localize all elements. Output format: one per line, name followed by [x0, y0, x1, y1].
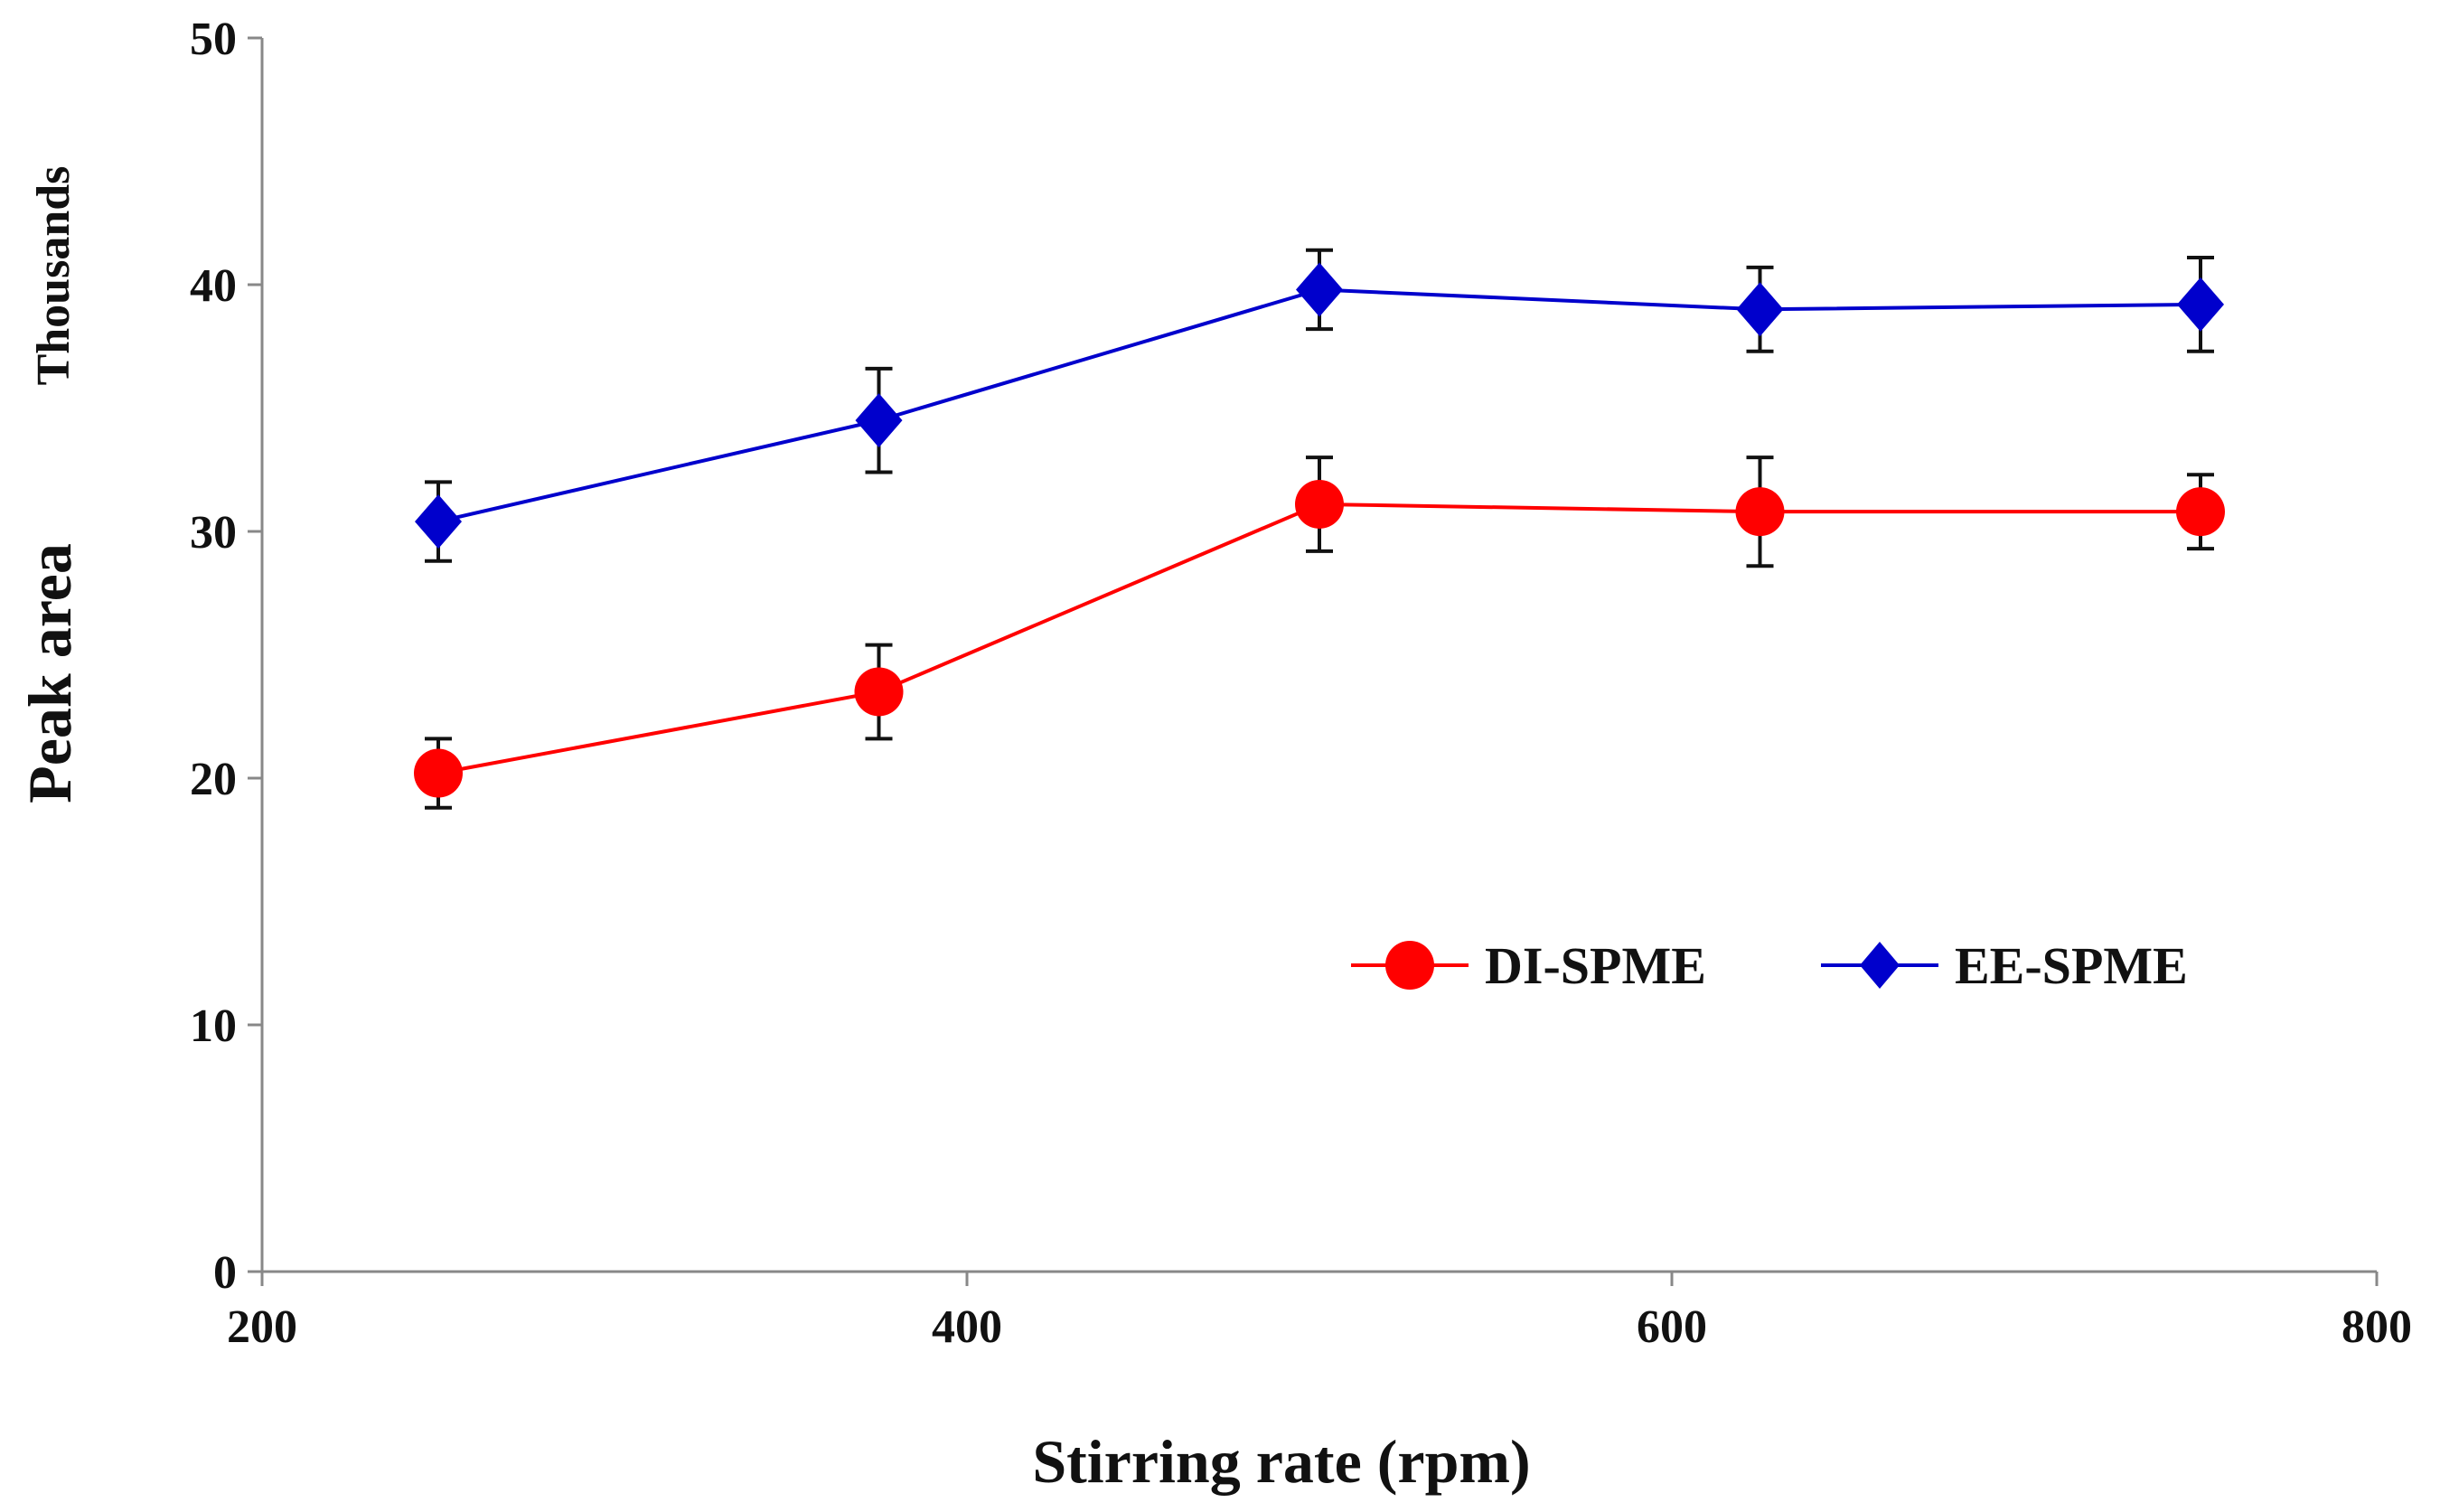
data-point: [2176, 487, 2225, 537]
data-point: [1296, 262, 1343, 317]
x-tick-label: 800: [2341, 1301, 2412, 1353]
legend-item-di-spme: DI-SPME: [1351, 936, 1706, 995]
series-ee-spme: [415, 248, 2224, 563]
x-axis-ticks: 200 400 600 800: [227, 1272, 2412, 1353]
legend-marker: [1860, 942, 1900, 989]
y-tick-label: 10: [190, 1000, 237, 1052]
y-axis-title: Peak area: [15, 543, 84, 803]
y-tick-label: 0: [213, 1247, 237, 1299]
data-point: [1735, 487, 1785, 537]
legend-item-ee-spme: EE-SPME: [1821, 936, 2188, 995]
x-tick-label: 600: [1637, 1301, 1707, 1353]
series-layer: [414, 248, 2225, 810]
legend-marker: [1385, 941, 1434, 990]
y-tick-label: 30: [190, 507, 237, 559]
x-tick-label: 200: [227, 1301, 297, 1353]
data-point: [1736, 282, 1784, 337]
legend-label: DI-SPME: [1485, 936, 1706, 995]
legend: DI-SPME EE-SPME: [1351, 936, 2188, 995]
data-point: [1295, 479, 1344, 529]
y-axis-unit-label: Thousands: [28, 166, 80, 386]
data-point: [414, 748, 463, 798]
data-point: [855, 393, 903, 448]
y-tick-label: 40: [190, 260, 237, 312]
y-tick-label: 20: [190, 754, 237, 805]
x-axis-title: Stirring rate (rpm): [1032, 1427, 1530, 1496]
axes: [260, 38, 2377, 1273]
x-tick-label: 400: [932, 1301, 1002, 1353]
y-tick-label: 50: [190, 14, 237, 65]
data-point: [2177, 277, 2224, 332]
series-di-spme: [414, 455, 2225, 810]
data-point: [854, 667, 904, 717]
y-axis-ticks: 0 10 20 30 40 50: [190, 14, 262, 1299]
data-point: [415, 494, 462, 549]
legend-label: EE-SPME: [1955, 936, 2188, 995]
